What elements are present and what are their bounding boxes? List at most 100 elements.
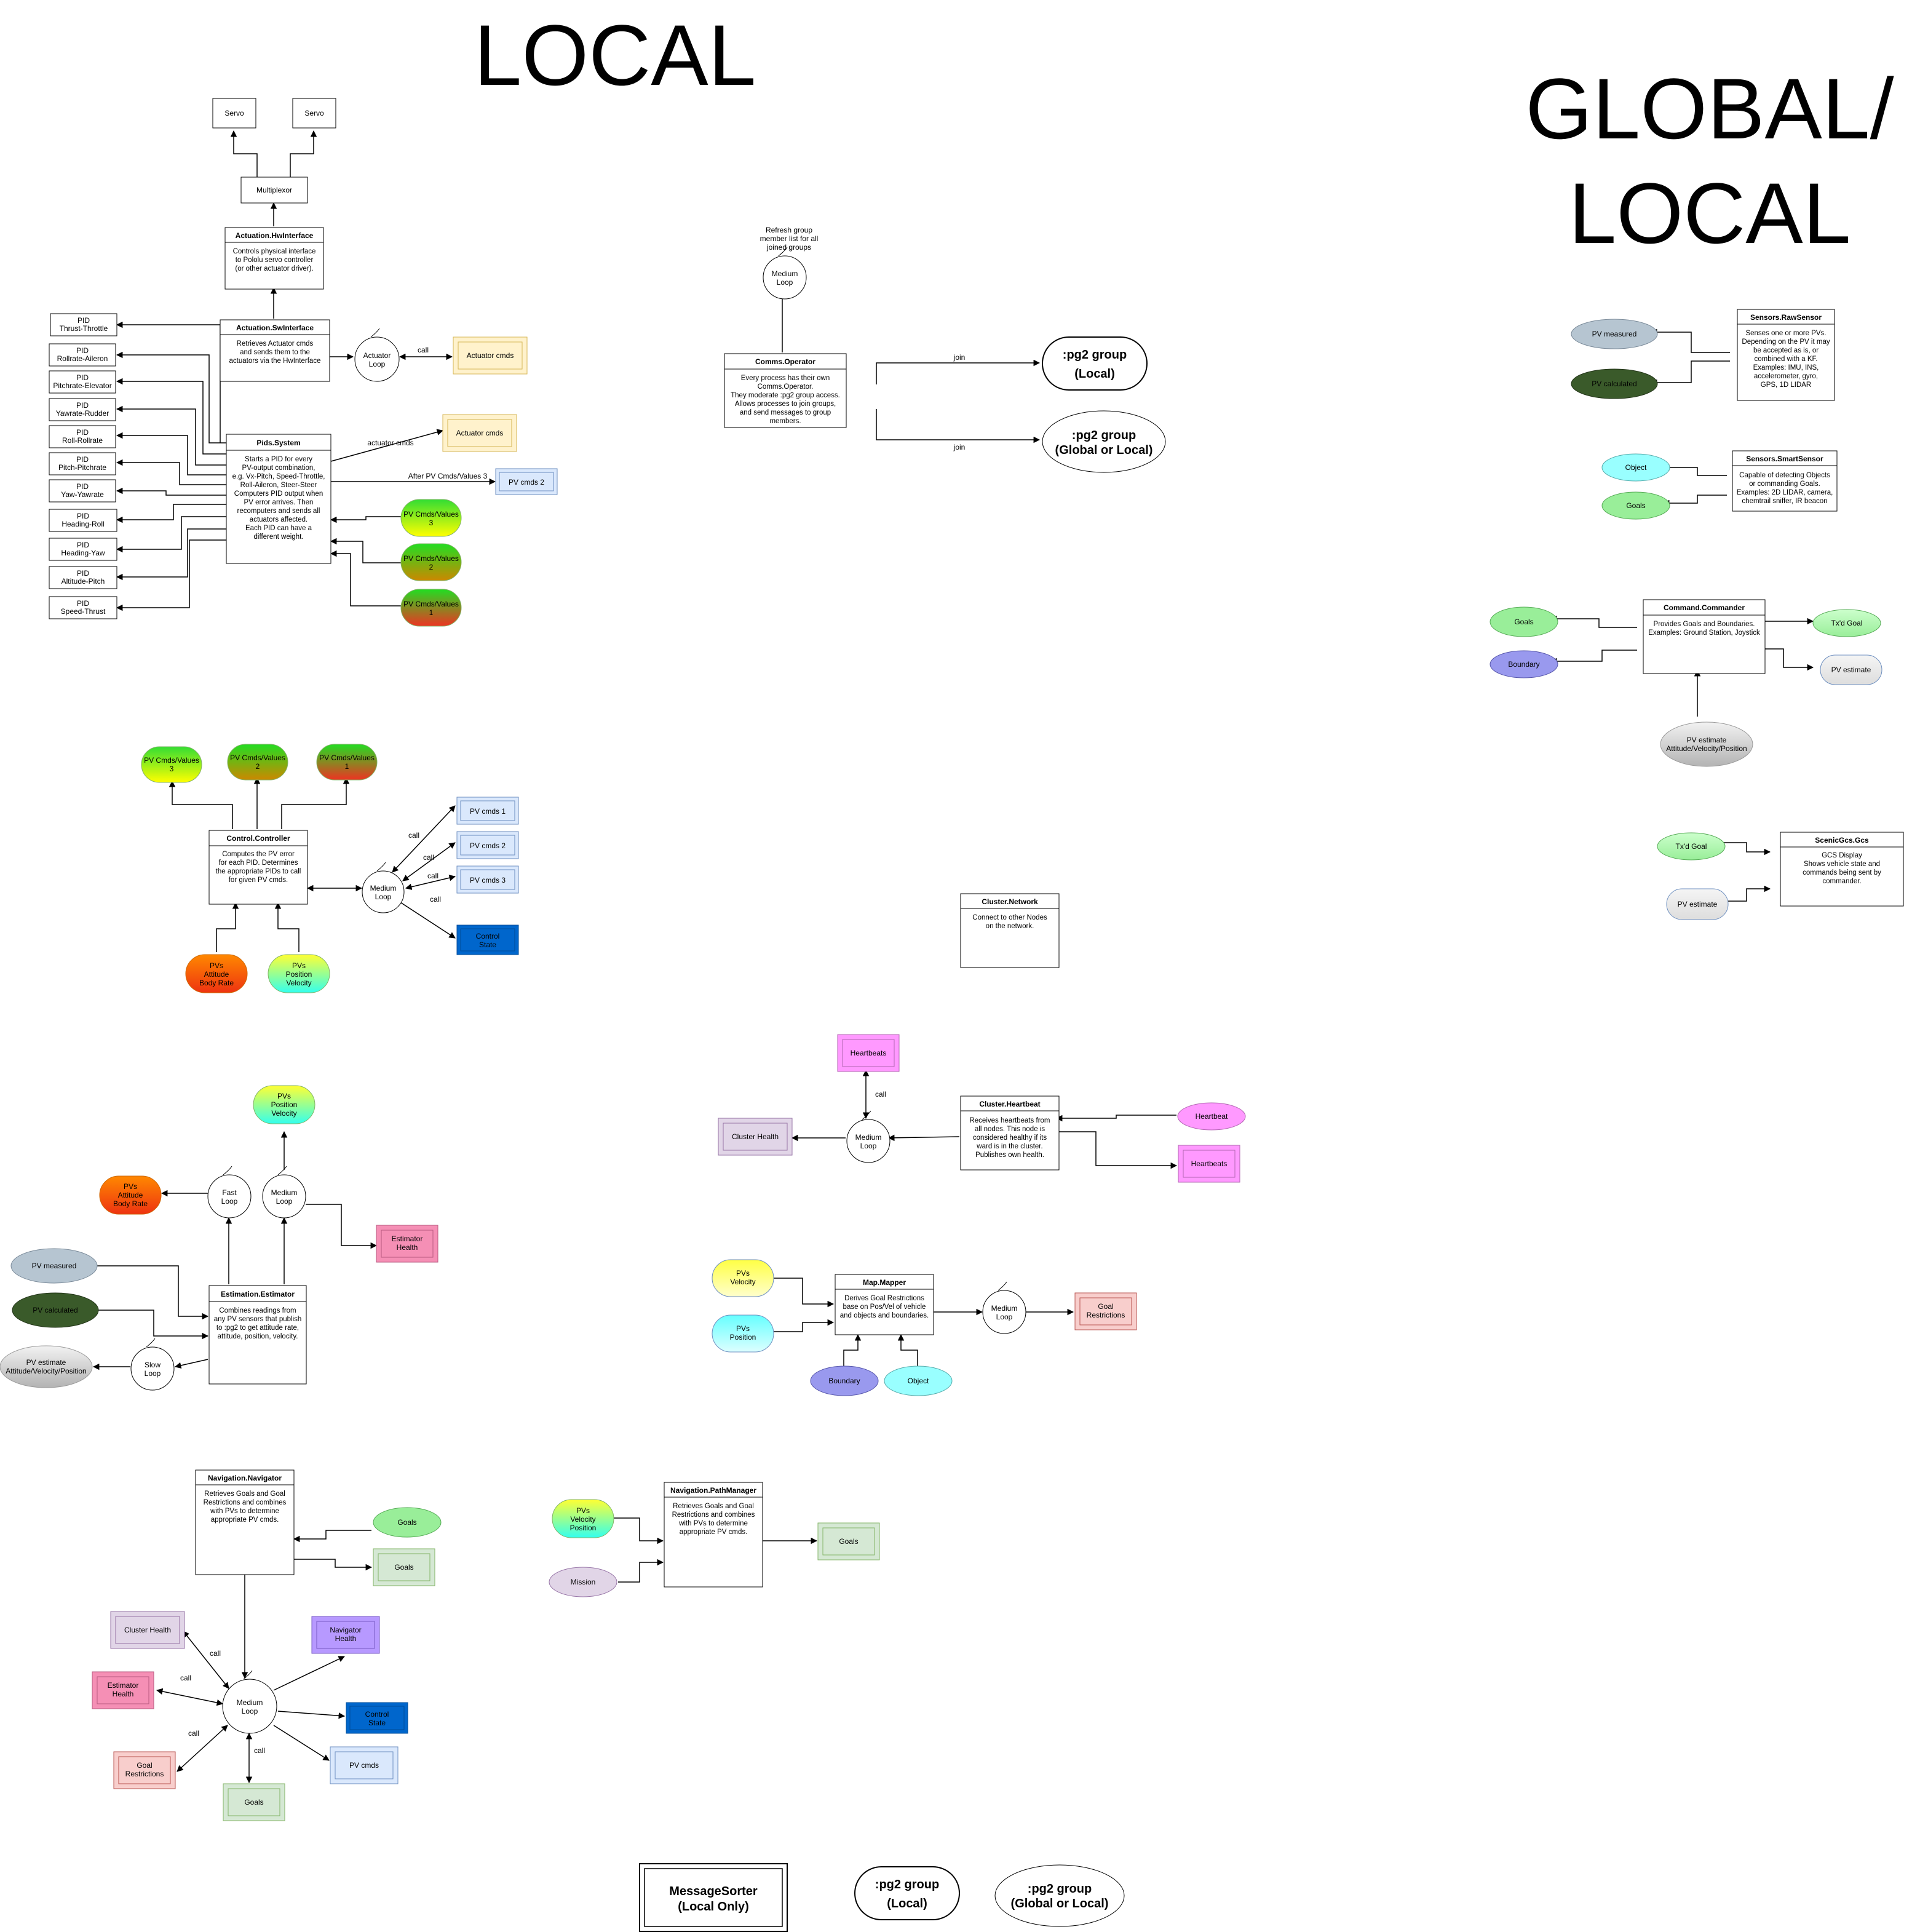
svg-text:Capable of detecting Objects: Capable of detecting Objects (1739, 472, 1830, 479)
goals-queue: Goals (817, 1522, 880, 1560)
svg-text:Medium: Medium (991, 1304, 1018, 1313)
svg-text:Medium: Medium (271, 1188, 298, 1197)
pid-box-label: PID (76, 428, 89, 437)
svg-text:Sensors.RawSensor: Sensors.RawSensor (1750, 313, 1822, 322)
pid-box-label: Heading-Yaw (61, 549, 105, 557)
pv-cmds-queue: PV cmds (330, 1746, 399, 1784)
mapper-medium-loop-circle: Medium Loop (982, 1281, 1026, 1334)
svg-text:Combines readings from: Combines readings from (219, 1307, 296, 1314)
svg-text:PV Cmds/Values: PV Cmds/Values (403, 554, 459, 563)
heartbeats-queue: Heartbeats (837, 1034, 900, 1072)
svg-text:Goals: Goals (1626, 501, 1645, 510)
cluster-health-queue: Cluster Health (718, 1118, 793, 1156)
goals-queue: Goals (373, 1548, 435, 1586)
svg-text:Computers PID output when: Computers PID output when (234, 490, 323, 498)
navigator-node: Navigation.Navigator Retrieves Goals and… (195, 1469, 295, 1575)
svg-text:Heartbeats: Heartbeats (1191, 1159, 1228, 1168)
pv-cmds-3-queue: PV cmds 3 (456, 865, 519, 894)
goal-restrictions-queue: Goal Restrictions (1074, 1292, 1137, 1330)
svg-text:PV cmds 2: PV cmds 2 (509, 478, 544, 487)
svg-text:Command.Commander: Command.Commander (1664, 603, 1745, 612)
txd-goal-ellipse: Tx'd Goal (1657, 832, 1726, 861)
svg-text:Actuation.HwInterface: Actuation.HwInterface (236, 231, 314, 240)
svg-text:Navigation.PathManager: Navigation.PathManager (670, 1486, 756, 1495)
svg-text:Health: Health (113, 1690, 134, 1698)
svg-text:Position: Position (271, 1100, 298, 1109)
svg-text:commander.: commander. (1822, 878, 1861, 885)
svg-text:Restrictions: Restrictions (125, 1770, 164, 1778)
svg-text:Attitude/Velocity/Position: Attitude/Velocity/Position (1666, 744, 1747, 753)
edge-label-call: call (180, 1674, 191, 1682)
svg-text:Medium: Medium (772, 269, 798, 278)
svg-text:Loop: Loop (369, 360, 386, 368)
svg-text:commands being sent by: commands being sent by (1803, 869, 1881, 877)
edge-label-call: call (408, 831, 419, 840)
svg-text:Navigation.Navigator: Navigation.Navigator (208, 1474, 282, 1482)
svg-text:PV-output combination,: PV-output combination, (242, 464, 315, 472)
svg-text:ScenicGcs.Gcs: ScenicGcs.Gcs (1815, 836, 1869, 845)
pv-cmd-values-1-pill: PV Cmds/Values 1 (400, 589, 462, 627)
svg-text:Control: Control (365, 1710, 389, 1719)
svg-text:Goals: Goals (397, 1518, 416, 1527)
svg-text:Control.Controller: Control.Controller (226, 834, 290, 843)
svg-text:Restrictions: Restrictions (1087, 1311, 1125, 1319)
svg-text:accelerometer, gyro,: accelerometer, gyro, (1754, 373, 1818, 380)
svg-text:base on Pos/Vel of vehicle: base on Pos/Vel of vehicle (843, 1303, 926, 1311)
svg-text:all nodes. This node is: all nodes. This node is (975, 1126, 1045, 1133)
svg-text:recomputers and sends all: recomputers and sends all (237, 507, 320, 515)
estimator-node: Estimation.Estimator Combines readings f… (208, 1285, 307, 1385)
pvs-attitude-pill: PVs Attitude Body Rate (99, 1175, 162, 1215)
svg-text:PV Cmds/Values: PV Cmds/Values (144, 756, 199, 765)
svg-text:State: State (479, 940, 496, 949)
txd-goal-ellipse: Tx'd Goal (1812, 609, 1881, 637)
heartbeats-queue: Heartbeats (1178, 1145, 1240, 1183)
pv-cmd-values-1-pill: PV Cmds/Values 1 (316, 744, 378, 781)
svg-text:Medium: Medium (855, 1133, 882, 1142)
pvs-attitude-pill: PVs Attitude Body Rate (185, 954, 248, 993)
svg-text:with PVs to determine: with PVs to determine (210, 1508, 279, 1515)
title-local: LOCAL (474, 7, 756, 103)
edge-label-join: join (953, 443, 966, 451)
svg-text:Object: Object (1625, 463, 1647, 472)
slow-loop-circle: Slow Loop (130, 1338, 175, 1391)
goals-queue: Goals (223, 1783, 285, 1821)
controller-medium-loop-circle: Medium Loop (362, 862, 405, 913)
mission-ellipse: Mission (549, 1567, 617, 1597)
actuation-swinterface-node: Actuation.SwInterface Retrieves Actuator… (220, 319, 330, 382)
pid-box-label: Pitch-Pitchrate (58, 463, 106, 472)
pv-cmds-1-queue: PV cmds 1 (456, 797, 519, 825)
heartbeat-ellipse: Heartbeat (1177, 1102, 1246, 1131)
boundary-ellipse: Boundary (810, 1366, 879, 1396)
edge-label-call: call (210, 1649, 221, 1658)
svg-text:3: 3 (429, 519, 434, 527)
svg-text:PVs: PVs (277, 1092, 291, 1100)
svg-text:Fast: Fast (222, 1188, 237, 1197)
svg-text:combined with a KF.: combined with a KF. (1755, 356, 1818, 363)
pid-box-label: PID (76, 401, 89, 410)
svg-text:Tx'd Goal: Tx'd Goal (1831, 619, 1863, 627)
pid-box-label: PID (76, 346, 89, 355)
svg-text:1: 1 (429, 608, 434, 617)
svg-text:Position: Position (286, 970, 312, 979)
svg-text:Provides Goals and Boundaries.: Provides Goals and Boundaries. (1654, 621, 1755, 628)
svg-text:Loop: Loop (860, 1142, 877, 1150)
svg-text::pg2 group: :pg2 group (1063, 348, 1127, 362)
navigator-health-queue: Navigator Health (311, 1616, 380, 1654)
edge-labels: call actuator cmds After PV Cmds/Values … (180, 346, 965, 1755)
pv-measured-ellipse: PV measured (10, 1248, 98, 1284)
legend-pg2-local: :pg2 group (Local) (854, 1866, 960, 1920)
cluster-health-queue: Cluster Health (110, 1611, 185, 1649)
svg-text:(Global or Local): (Global or Local) (1011, 1897, 1109, 1910)
svg-text:MessageSorter: MessageSorter (669, 1885, 758, 1898)
svg-text:Refresh group: Refresh group (766, 226, 812, 234)
multiplexor-box: Multiplexor (240, 177, 308, 204)
pid-box-label: PID (77, 599, 89, 608)
svg-text:Cluster.Network: Cluster.Network (982, 897, 1038, 906)
svg-text:Position: Position (570, 1524, 597, 1532)
edge-label-call: call (430, 895, 441, 904)
svg-text:and objects and boundaries.: and objects and boundaries. (840, 1312, 929, 1319)
svg-text:PVs: PVs (292, 961, 306, 970)
